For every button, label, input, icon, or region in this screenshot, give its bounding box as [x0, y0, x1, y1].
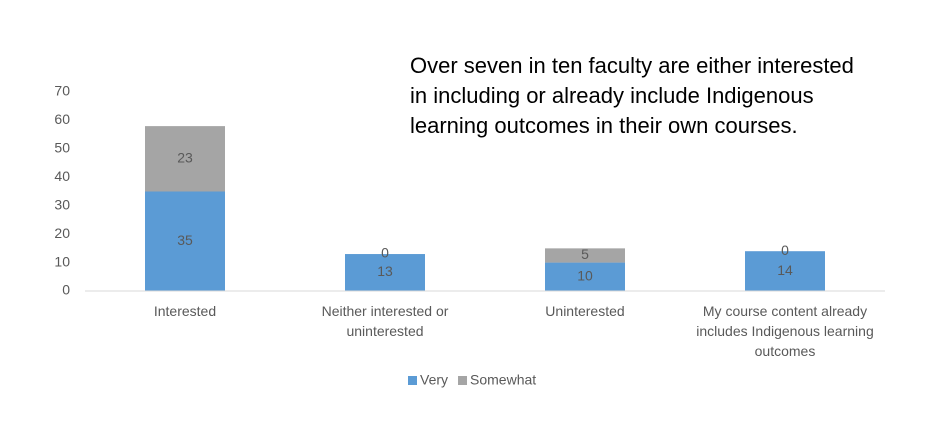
data-label: 0 [781, 242, 789, 258]
data-label: 23 [177, 150, 193, 166]
x-tick-label: Interested [153, 303, 217, 319]
annotation: learning outcomes in their own courses. [410, 113, 798, 138]
data-label: 0 [381, 245, 389, 261]
annotation: Over seven in ten faculty are either int… [410, 53, 854, 78]
bar-segment [145, 191, 225, 291]
bar-segment [545, 262, 625, 291]
x-tick-label: Neither interested or uninterested [321, 303, 449, 339]
bar-segment [545, 248, 625, 263]
x-tick-label: My course content already includes Indig… [696, 303, 874, 359]
data-label: 14 [777, 262, 793, 278]
data-label: 10 [577, 267, 593, 283]
y-tick-label: 30 [54, 196, 70, 212]
x-tick-label: Uninterested [545, 303, 625, 319]
y-tick-label: 50 [54, 140, 70, 156]
y-tick-label: 70 [54, 83, 70, 99]
bar-segment [345, 254, 425, 291]
y-tick-label: 20 [54, 225, 70, 241]
bar-segment [745, 251, 825, 291]
data-label: 5 [581, 246, 589, 262]
legend-swatch [458, 376, 468, 385]
annotation: in including or already include Indigeno… [410, 83, 814, 108]
legend-label: Very [420, 372, 448, 388]
bar-segment [145, 126, 225, 192]
y-tick-label: 40 [54, 168, 70, 184]
legend-label: Somewhat [470, 372, 536, 388]
data-label: 35 [177, 232, 193, 248]
data-label: 13 [377, 263, 393, 279]
legend-swatch [408, 376, 417, 385]
y-tick-label: 0 [62, 282, 70, 298]
y-tick-label: 10 [54, 253, 70, 269]
y-tick-label: 60 [54, 111, 70, 127]
